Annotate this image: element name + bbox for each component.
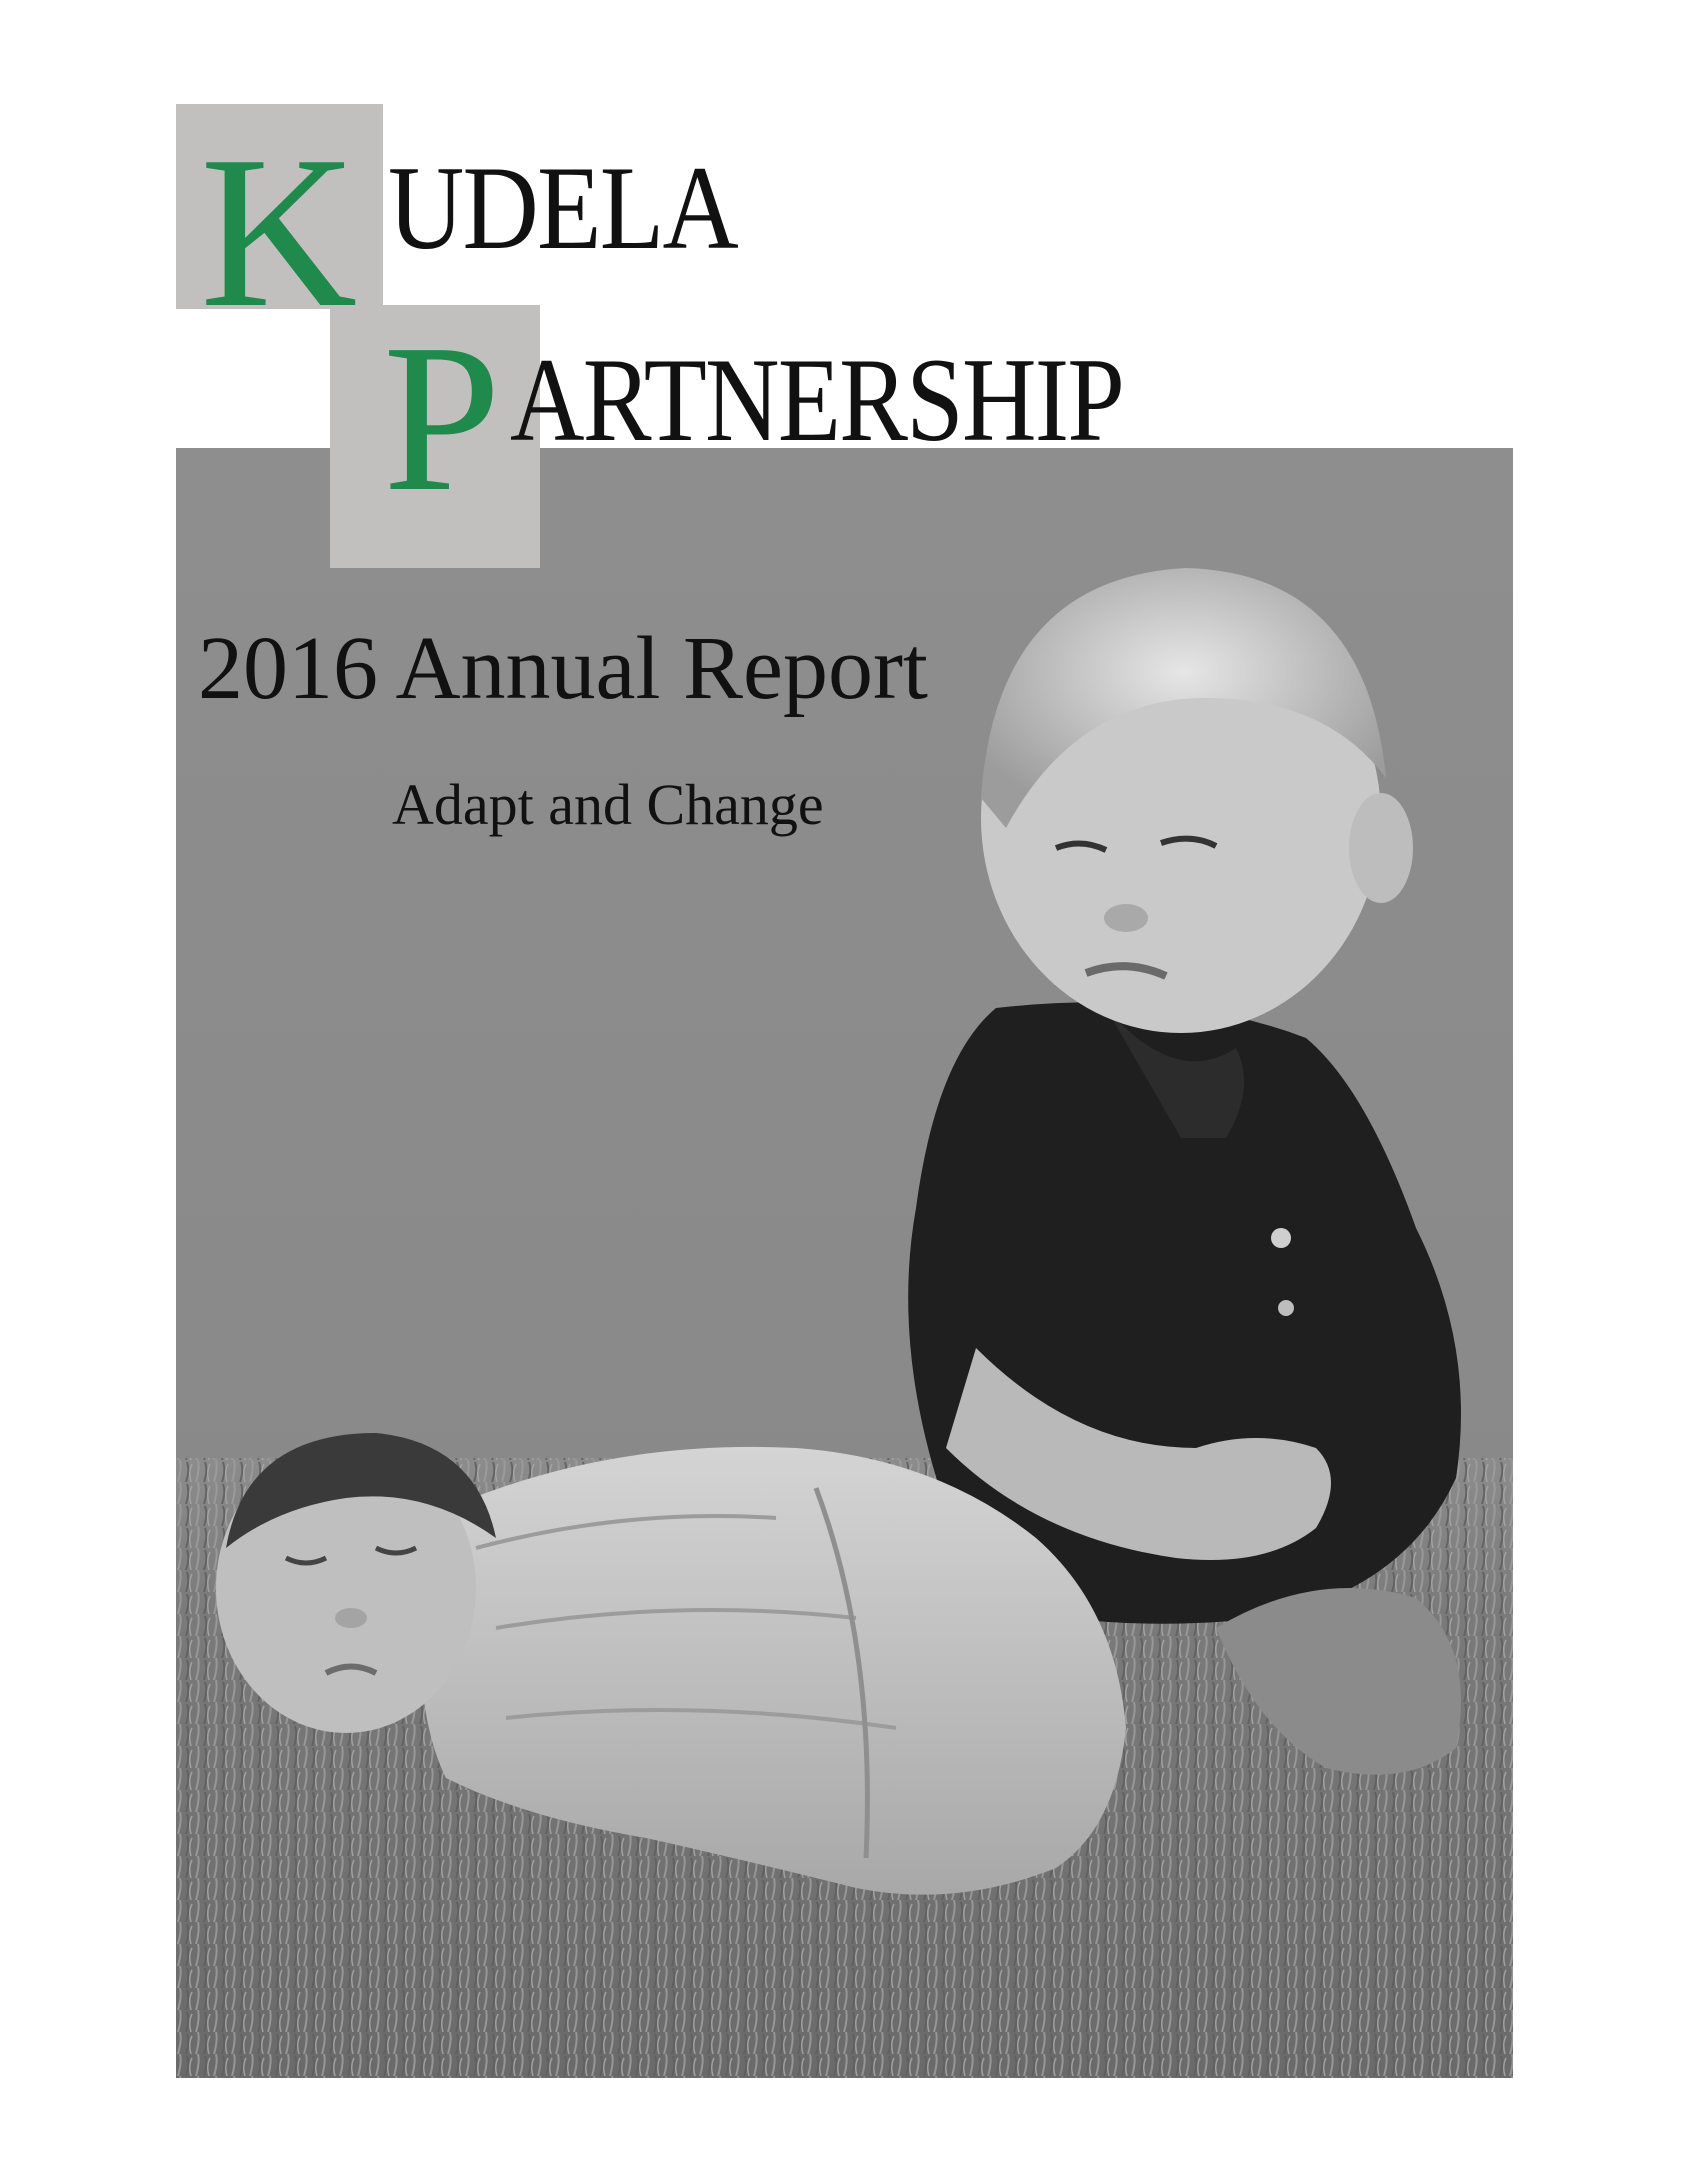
report-title: 2016 Annual Report — [198, 619, 928, 718]
cover-photo — [176, 448, 1513, 2078]
logo-word-udela: UDELA — [388, 141, 739, 274]
baby — [216, 1433, 1126, 1895]
logo-k-box — [176, 104, 383, 309]
logo-initial-k: K — [200, 112, 358, 353]
logo-p-box — [330, 305, 540, 568]
logo-initial-p: P — [383, 300, 501, 535]
logo-word-artnership: ARTNERSHIP — [510, 333, 1125, 466]
report-subtitle: Adapt and Change — [392, 772, 824, 837]
toddler — [908, 568, 1461, 1775]
cover-photo-illustration — [176, 568, 1513, 2078]
